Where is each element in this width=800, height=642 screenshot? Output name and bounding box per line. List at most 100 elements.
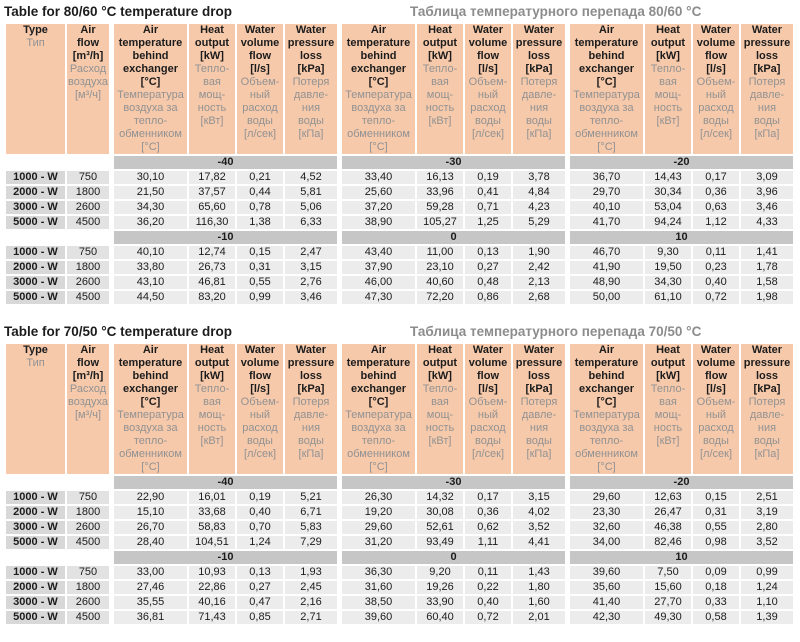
col-header-water-volume-flow-en: Water volume flow [l/s]: [696, 24, 736, 75]
col-header-heat-output-en: Heat output [kW]: [650, 344, 686, 382]
airflow-cell: 1800: [67, 506, 109, 519]
col-header-water-pressure-loss-ru: Потеря давле- ния воды [кПа]: [748, 396, 786, 460]
column-gap: [111, 216, 112, 229]
value-cell: 0,11: [693, 246, 739, 259]
type-cell: 2000 - W: [6, 581, 65, 594]
column-gap: [111, 171, 112, 184]
col-header-air-temp: Air temperature behind exchanger [°C] Тем…: [570, 24, 643, 154]
value-cell: 3,09: [741, 171, 793, 184]
value-cell: 37,90: [342, 261, 415, 274]
value-cell: 0,58: [693, 611, 739, 624]
airflow-cell: 4500: [67, 291, 109, 304]
value-cell: 16,13: [417, 171, 463, 184]
value-cell: 29,60: [570, 491, 643, 504]
value-cell: 41,90: [570, 261, 643, 274]
airflow-cell: 750: [67, 246, 109, 259]
value-cell: 33,40: [342, 171, 415, 184]
value-cell: 30,10: [114, 171, 187, 184]
value-cell: 59,28: [417, 201, 463, 214]
value-cell: 1,58: [741, 276, 793, 289]
value-cell: 3,46: [285, 291, 337, 304]
value-cell: 7,50: [645, 566, 691, 579]
value-cell: 22,90: [114, 491, 187, 504]
value-cell: 0,27: [237, 581, 283, 594]
band-blank: [67, 476, 109, 489]
value-cell: 1,10: [741, 596, 793, 609]
table-80-60-host: Type Тип Air flow [m³/h] Расход воздуха [м³…: [4, 22, 796, 306]
col-header-air-temp-ru: Температура воздуха за тепло- обменником…: [345, 89, 412, 153]
data-row: 1000 - W 750 40,10 12,74 0,15 2,47 43,40 11,00 0…: [6, 246, 793, 259]
value-cell: 6,71: [285, 506, 337, 519]
col-header-airflow-en: Air flow [m³/h]: [72, 24, 104, 62]
data-row: 5000 - W 4500 36,20 116,30 1,38 6,33 38,90 105,…: [6, 216, 793, 229]
column-gap: [111, 276, 112, 289]
col-header-air-temp-ru: Температура воздуха за тепло- обменником…: [573, 89, 640, 153]
value-cell: 30,34: [645, 186, 691, 199]
col-header-airflow-ru: Расход воздуха [м³/ч]: [68, 383, 108, 421]
airflow-cell: 4500: [67, 216, 109, 229]
airflow-cell: 1800: [67, 581, 109, 594]
value-cell: 40,10: [114, 246, 187, 259]
value-cell: 0,78: [237, 201, 283, 214]
value-cell: 14,32: [417, 491, 463, 504]
column-gap: [339, 246, 340, 259]
value-cell: 26,73: [189, 261, 235, 274]
col-header-water-volume-flow: Water volume flow [l/s] Объем- ный расход…: [693, 24, 739, 154]
value-cell: 94,24: [645, 216, 691, 229]
column-gap: [567, 566, 568, 579]
value-cell: 11,00: [417, 246, 463, 259]
table-title-en: Table for 70/50 °C temperature drop: [4, 324, 232, 339]
value-cell: 53,04: [645, 201, 691, 214]
data-row: 2000 - W 1800 33,80 26,73 0,31 3,15 37,90 23,10…: [6, 261, 793, 274]
outdoor-temp-band: 10: [570, 551, 793, 564]
col-header-air-temp-ru: Температура воздуха за тепло- обменником…: [345, 409, 412, 473]
temp-band-row: -40 -30 -20: [6, 156, 793, 169]
value-cell: 0,33: [693, 596, 739, 609]
col-header-type-ru: Тип: [26, 37, 45, 49]
type-cell: 1000 - W: [6, 171, 65, 184]
value-cell: 2,76: [285, 276, 337, 289]
band-blank: [67, 156, 109, 169]
col-header-heat-output-en: Heat output [kW]: [194, 24, 230, 62]
value-cell: 116,30: [189, 216, 235, 229]
value-cell: 52,61: [417, 521, 463, 534]
airflow-cell: 750: [67, 566, 109, 579]
value-cell: 32,60: [570, 521, 643, 534]
col-header-type-en: Type: [23, 344, 48, 356]
col-header-water-pressure-loss-en: Water pressure loss [kPa]: [743, 344, 791, 395]
data-row: 3000 - W 2600 43,10 46,81 0,55 2,76 46,00 40,60…: [6, 276, 793, 289]
value-cell: 1,43: [513, 566, 565, 579]
outdoor-temp-band: -10: [114, 231, 337, 244]
data-row: 5000 - W 4500 44,50 83,20 0,99 3,46 47,30 72,20…: [6, 291, 793, 304]
value-cell: 34,30: [645, 276, 691, 289]
column-gap: [339, 261, 340, 274]
value-cell: 0,70: [237, 521, 283, 534]
col-header-water-pressure-loss-ru: Потеря давле- ния воды [кПа]: [748, 76, 786, 140]
outdoor-temp-band: -30: [342, 156, 565, 169]
value-cell: 29,60: [342, 521, 415, 534]
col-header-airflow-en: Air flow [m³/h]: [72, 344, 104, 382]
value-cell: 2,16: [285, 596, 337, 609]
value-cell: 5,21: [285, 491, 337, 504]
value-cell: 40,60: [417, 276, 463, 289]
airflow-cell: 2600: [67, 276, 109, 289]
table-70-50-titles: Table for 70/50 °C temperature drop Табл…: [4, 320, 796, 342]
value-cell: 4,52: [285, 171, 337, 184]
value-cell: 50,00: [570, 291, 643, 304]
value-cell: 0,71: [465, 201, 511, 214]
col-header-water-volume-flow-en: Water volume flow [l/s]: [696, 344, 736, 395]
value-cell: 25,60: [342, 186, 415, 199]
data-row: 1000 - W 750 33,00 10,93 0,13 1,93 36,30 9,20 0,…: [6, 566, 793, 579]
column-gap: [567, 231, 568, 244]
value-cell: 83,20: [189, 291, 235, 304]
col-header-water-volume-flow-ru: Объем- ный расход воды [л/сек]: [240, 396, 280, 460]
value-cell: 7,29: [285, 536, 337, 549]
value-cell: 0,27: [465, 261, 511, 274]
value-cell: 46,81: [189, 276, 235, 289]
table-title-en: Table for 80/60 °C temperature drop: [4, 4, 232, 19]
value-cell: 33,68: [189, 506, 235, 519]
col-header-water-volume-flow-en: Water volume flow [l/s]: [240, 344, 280, 395]
column-gap: [567, 521, 568, 534]
value-cell: 0,99: [741, 566, 793, 579]
value-cell: 0,31: [693, 506, 739, 519]
